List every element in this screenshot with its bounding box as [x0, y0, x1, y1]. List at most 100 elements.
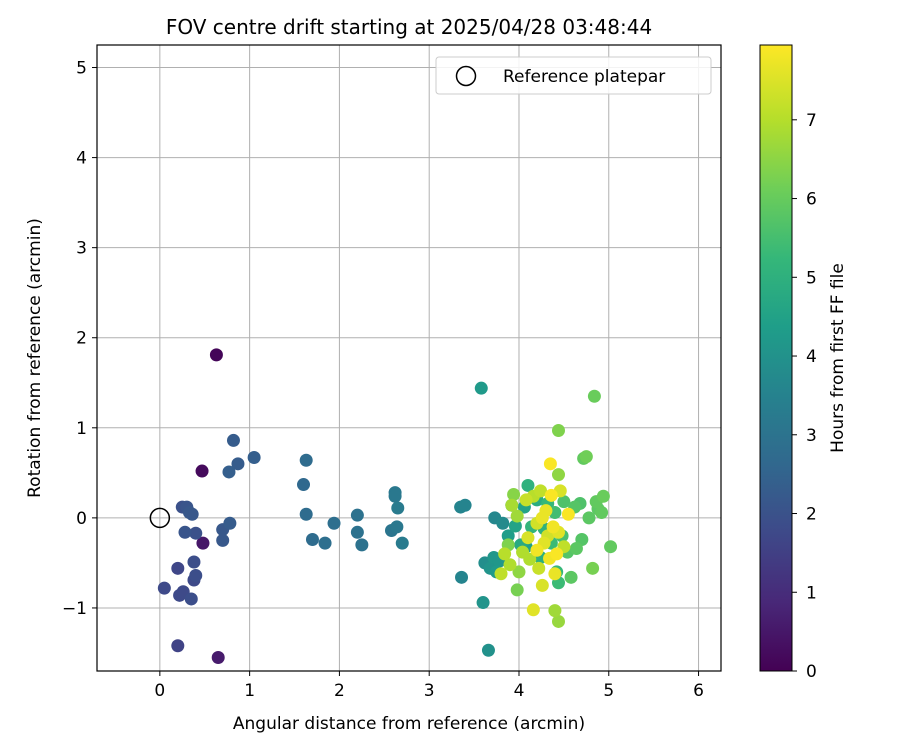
legend-box [435, 56, 712, 95]
data-point [532, 561, 546, 575]
data-point [187, 555, 201, 569]
chart-title: FOV centre drift starting at 2025/04/28 … [166, 15, 652, 39]
data-point [299, 507, 313, 521]
colorbar-tick-label: 4 [806, 347, 817, 367]
data-point [395, 536, 409, 550]
data-point [526, 603, 540, 617]
data-point [196, 536, 210, 550]
data-point [350, 508, 364, 522]
colorbar-tick-label: 7 [806, 111, 817, 131]
colorbar-tick-label: 3 [806, 426, 817, 446]
data-point [195, 464, 209, 478]
data-point [595, 505, 609, 519]
data-point [543, 457, 557, 471]
data-point [211, 650, 225, 664]
data-point [546, 520, 560, 534]
data-point [535, 511, 549, 525]
data-point [510, 509, 524, 523]
data-point [604, 540, 618, 554]
x-axis-label: Angular distance from reference (arcmin) [233, 714, 585, 734]
colorbar-tick-label: 6 [806, 190, 817, 210]
data-point [305, 532, 319, 546]
data-point [458, 498, 472, 512]
data-point [171, 561, 185, 575]
colorbar: 0 1 2 3 4 5 6 7 Hours from first FF file [759, 44, 848, 682]
data-point [512, 565, 526, 579]
data-point [569, 542, 583, 556]
legend-entry-label: Reference platepar [503, 67, 665, 87]
colorbar-tick-label: 2 [806, 505, 817, 525]
data-point [455, 570, 469, 584]
x-tick-label: 3 [424, 681, 435, 701]
data-point [534, 484, 548, 498]
data-point [551, 468, 565, 482]
data-point [216, 533, 230, 547]
data-points [157, 348, 618, 664]
y-tick-label: 1 [76, 419, 87, 439]
data-point [327, 516, 341, 530]
data-point [557, 495, 571, 509]
y-tick-label: 5 [76, 59, 87, 79]
data-point [391, 501, 405, 515]
data-point [388, 489, 402, 503]
colorbar-tick-label: 5 [806, 268, 817, 288]
data-point [350, 525, 364, 539]
data-point [596, 489, 610, 503]
data-point [231, 457, 245, 471]
data-point [561, 507, 575, 521]
colorbar-tick-label: 0 [806, 662, 817, 682]
data-point [510, 583, 524, 597]
data-point [297, 478, 311, 492]
y-tick-label: 2 [76, 329, 87, 349]
data-point [157, 581, 171, 595]
data-point [185, 507, 199, 521]
data-point [505, 498, 519, 512]
reference-marker [149, 507, 171, 529]
x-tick-label: 2 [334, 681, 345, 701]
data-point [551, 424, 565, 438]
data-point [523, 552, 537, 566]
plot-frame [96, 44, 722, 672]
x-tick-label: 1 [244, 681, 255, 701]
colorbar-gradient [759, 44, 793, 672]
data-point [501, 529, 515, 543]
data-point [299, 453, 313, 467]
y-tick-label: 3 [76, 239, 87, 259]
data-point [390, 520, 404, 534]
data-point [178, 525, 192, 539]
y-tick-label: 0 [76, 509, 87, 529]
x-tick-label: 0 [154, 681, 165, 701]
data-point [535, 578, 549, 592]
data-point [587, 389, 601, 403]
y-axis-label: Rotation from reference (arcmin) [25, 218, 45, 498]
data-point [355, 538, 369, 552]
colorbar-tick-label: 1 [806, 583, 817, 603]
data-point [171, 639, 185, 653]
data-point [550, 547, 564, 561]
colorbar-ticks: 0 1 2 3 4 5 6 7 [792, 111, 817, 682]
data-point [503, 558, 517, 572]
data-point [481, 643, 495, 657]
data-point [474, 381, 488, 395]
legend-marker-icon [455, 65, 477, 87]
data-point [184, 592, 198, 606]
data-point [189, 526, 203, 540]
data-point [519, 493, 533, 507]
y-tick-label: 4 [76, 149, 87, 169]
x-tick-label: 5 [603, 681, 614, 701]
data-point [521, 478, 535, 492]
data-point [530, 543, 544, 557]
data-point [189, 569, 203, 583]
data-point [579, 450, 593, 464]
data-point [226, 433, 240, 447]
data-point [508, 519, 522, 533]
data-point [521, 531, 535, 545]
data-point [222, 465, 236, 479]
data-point [507, 487, 521, 501]
data-point [498, 547, 512, 561]
data-point [544, 488, 558, 502]
data-point [548, 567, 562, 581]
data-point [209, 348, 223, 362]
data-point [496, 516, 510, 530]
